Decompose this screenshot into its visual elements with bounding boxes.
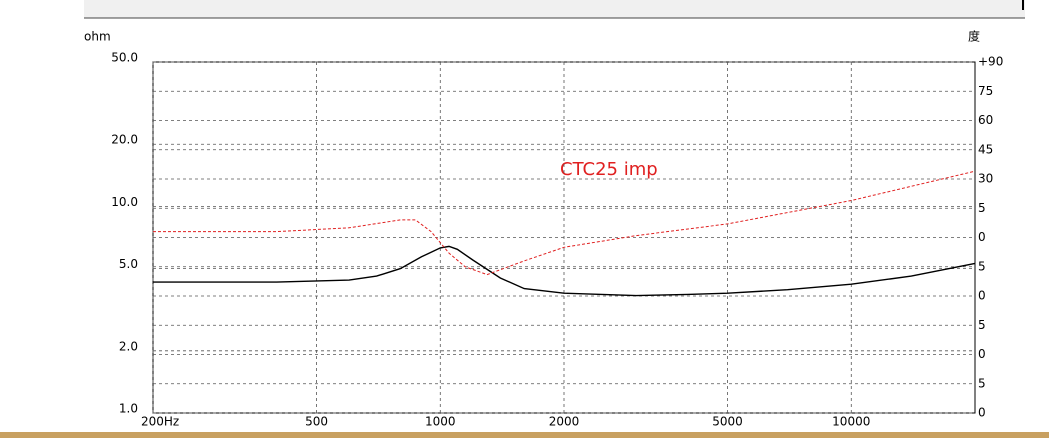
y2-tick-label: 5 [978,259,986,273]
y-tick-label: 10.0 [111,195,138,209]
y-tick-label: 50.0 [111,51,138,65]
y2-tick-label: 5 [978,318,986,332]
y2-axis-label: 度 [968,29,980,44]
y-tick-label: 5.0 [119,257,138,271]
y2-tick-label: 0 [978,347,986,361]
x-tick-label: 500 [305,415,328,429]
x-tick-label: 2000 [549,415,580,429]
y2-tick-label: 45 [978,142,993,156]
series-line [153,245,976,297]
bottom-border [0,432,1049,438]
y-tick-label: 2.0 [119,339,138,353]
y2-tick-label: 0 [978,289,986,303]
x-tick-label: 1000 [425,415,456,429]
annotation: CTC25 imp [560,159,658,180]
y2-tick-label: 75 [978,84,993,98]
y2-tick-label: 0 [978,406,986,420]
y2-tick-label: +90 [978,55,1003,69]
x-tick-label: 5000 [712,415,743,429]
y-tick-label: 1.0 [119,402,138,416]
x-tick-label: 10000 [832,415,870,429]
y2-tick-label: 5 [978,376,986,390]
y2-tick-label: 30 [978,172,993,186]
toolbar-strip [84,0,1025,18]
y-tick-label: 20.0 [111,133,138,147]
series-line [153,170,976,276]
x-tick-label: 200Hz [141,415,179,429]
y2-tick-label: 0 [978,230,986,244]
y2-tick-label: 5 [978,201,986,215]
y-axis-label: ohm [84,30,111,44]
y2-tick-label: 60 [978,113,993,127]
